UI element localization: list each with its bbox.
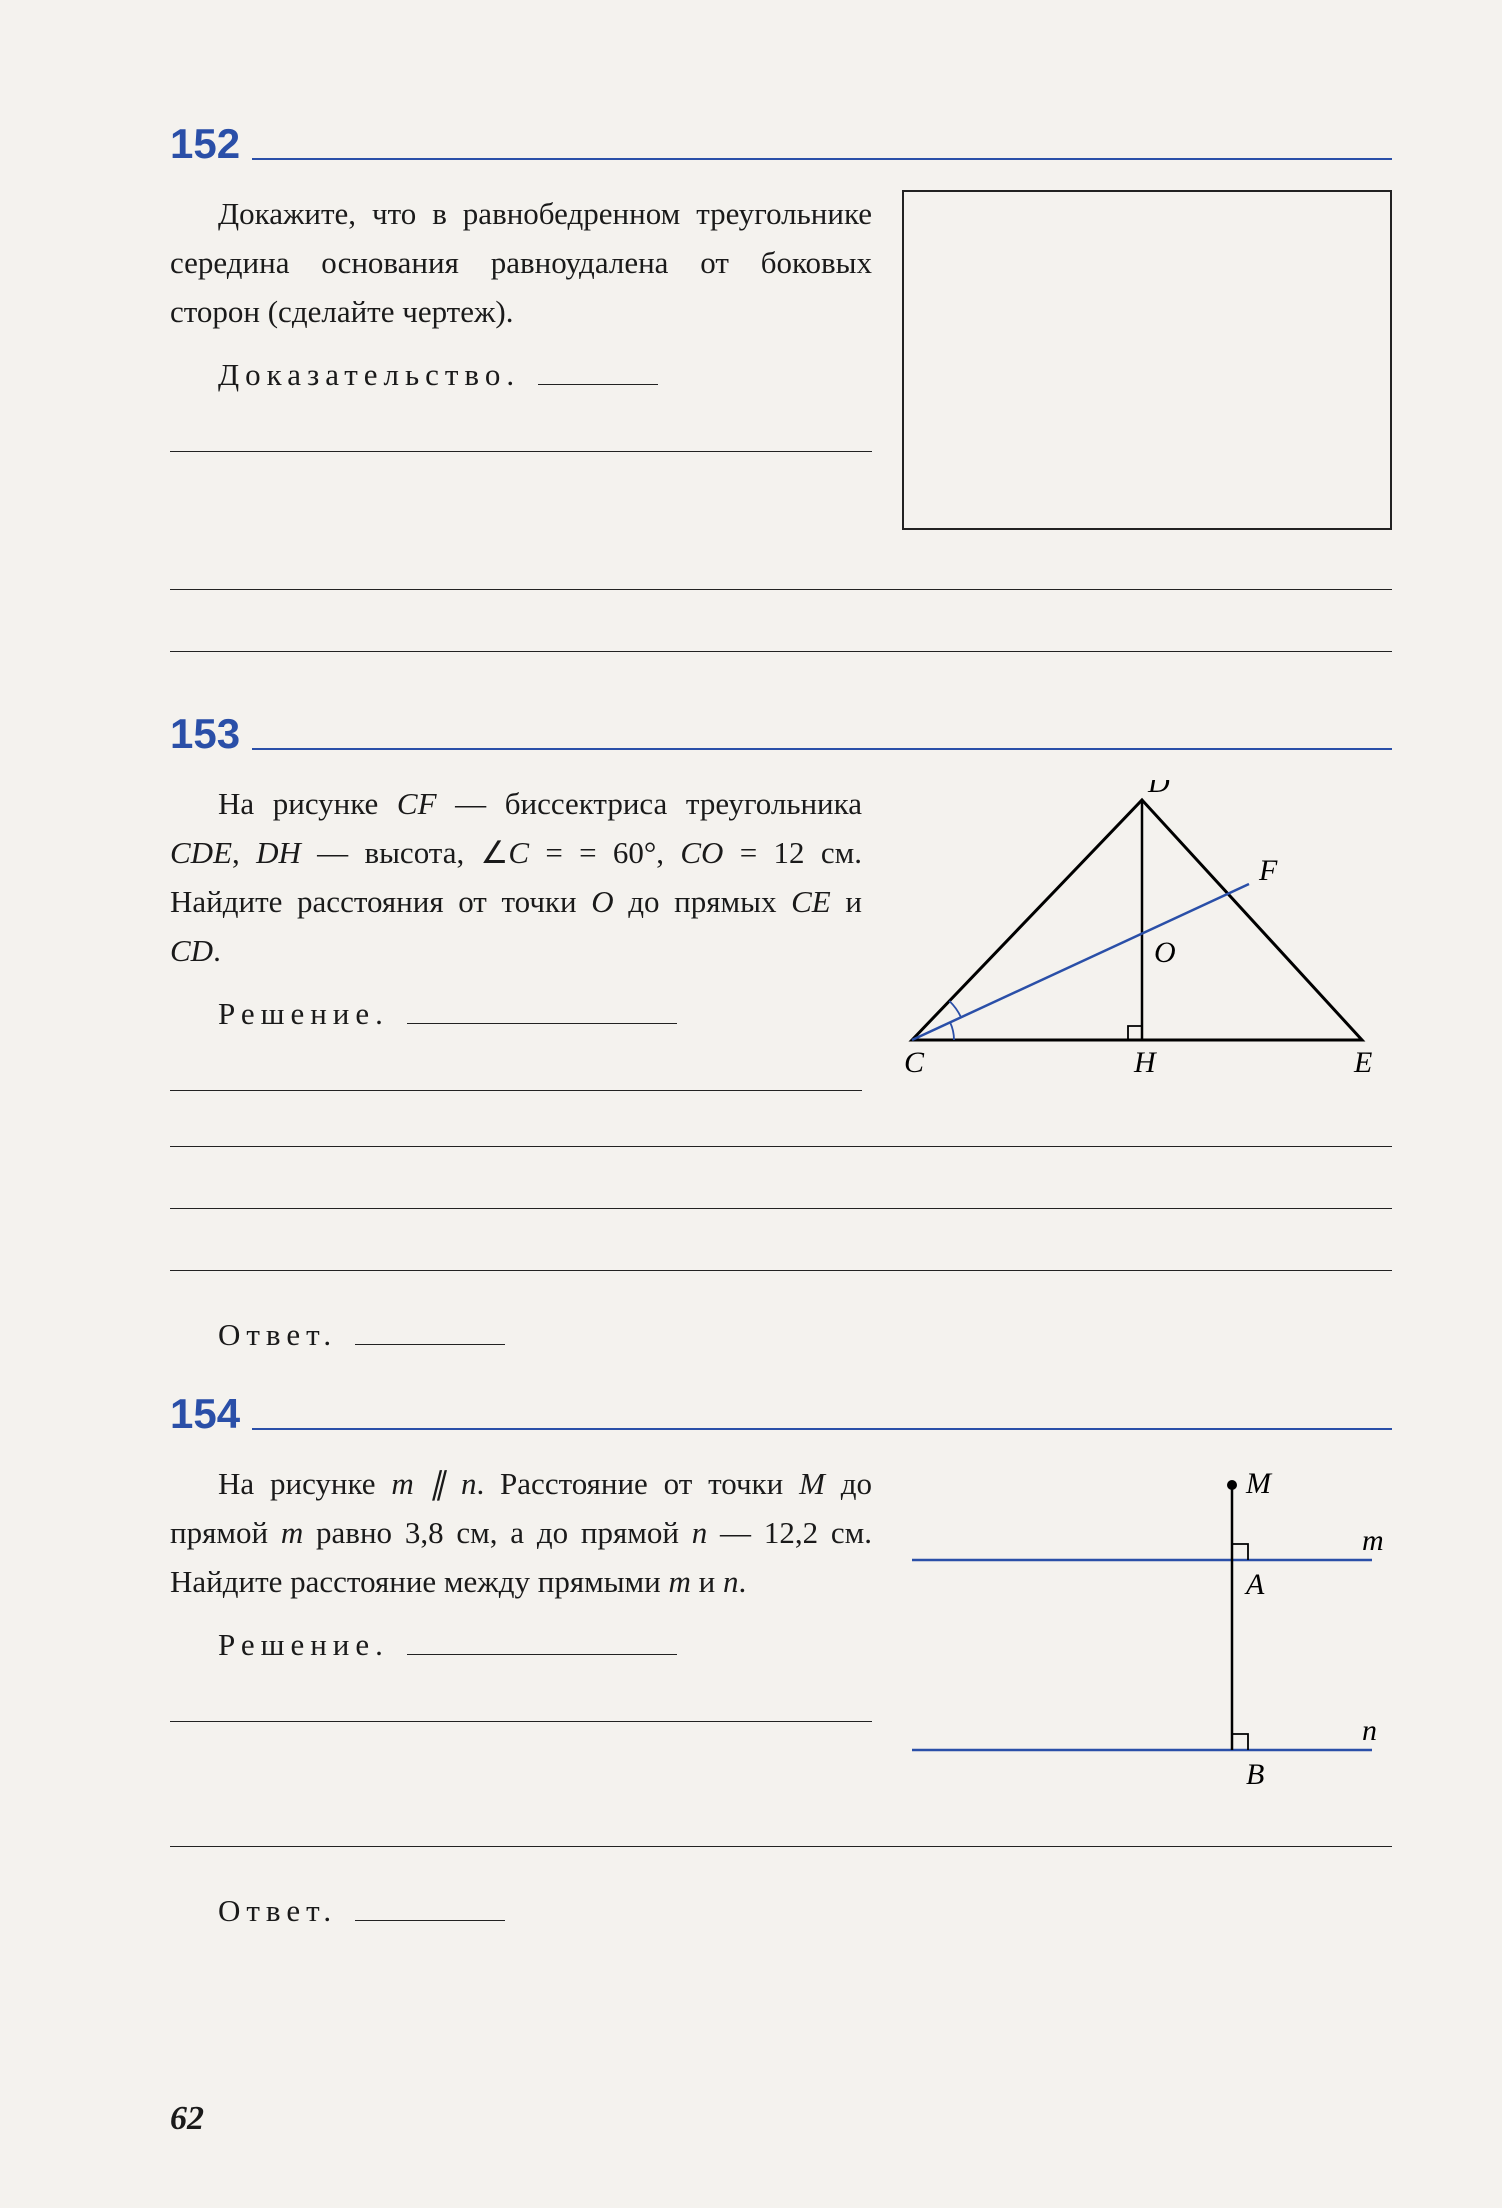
- svg-text:D: D: [1147, 780, 1170, 799]
- problem-152-diagram-box: [902, 190, 1392, 530]
- svg-text:A: A: [1244, 1568, 1265, 1601]
- proof-label-row: Доказательство.: [170, 351, 872, 400]
- fill-line: [355, 1920, 505, 1921]
- problem-154-text-col: На рисунке m ∥ n. Расстояние от точки M …: [170, 1460, 872, 1805]
- problem-154-body: На рисунке m ∥ n. Расстояние от точки M …: [170, 1460, 1392, 1805]
- proof-label: Доказательство.: [218, 357, 520, 392]
- fill-line: [538, 384, 658, 385]
- svg-text:M: M: [1245, 1467, 1273, 1500]
- svg-text:H: H: [1133, 1046, 1158, 1079]
- fill-line: [170, 1207, 1392, 1209]
- heading-rule: [252, 748, 1392, 750]
- problem-153-body: На рисунке CF — биссектриса треугольника…: [170, 780, 1392, 1095]
- problem-153-statement: На рисунке CF — биссектриса треугольника…: [170, 780, 862, 976]
- fill-line: [407, 1654, 677, 1655]
- fill-line: [170, 588, 1392, 590]
- problem-152-statement: Докажите, что в равнобедренном треугольн…: [170, 190, 872, 337]
- fill-line: [170, 1145, 1392, 1147]
- page: 152 Докажите, что в равнобедренном треуг…: [0, 0, 1502, 2208]
- svg-text:C: C: [904, 1046, 925, 1079]
- svg-text:B: B: [1246, 1758, 1264, 1791]
- answer-row: Ответ.: [170, 1887, 1392, 1936]
- fill-line: [170, 450, 872, 452]
- problem-153-diagram: C D E H O F: [892, 780, 1392, 1095]
- fill-line: [170, 1089, 862, 1091]
- problem-154-heading: 154: [170, 1390, 1392, 1438]
- problem-154-statement: На рисунке m ∥ n. Расстояние от точки M …: [170, 1460, 872, 1607]
- problem-number: 152: [170, 120, 240, 168]
- problem-153-text-col: На рисунке CF — биссектриса треугольника…: [170, 780, 862, 1095]
- parallel-lines-diagram: M A Bm n: [902, 1460, 1392, 1800]
- problem-154-diagram: M A Bm n: [902, 1460, 1392, 1805]
- fill-line: [170, 1845, 1392, 1847]
- heading-rule: [252, 158, 1392, 160]
- solution-label-row: Решение.: [170, 1621, 872, 1670]
- svg-text:E: E: [1353, 1046, 1372, 1079]
- triangle-diagram: C D E H O F: [892, 780, 1392, 1090]
- fill-line: [170, 650, 1392, 652]
- svg-text:m: m: [1362, 1524, 1384, 1557]
- svg-text:F: F: [1258, 854, 1278, 887]
- problem-number: 153: [170, 710, 240, 758]
- answer-label: Ответ.: [218, 1317, 337, 1352]
- answer-label: Ответ.: [218, 1893, 337, 1928]
- problem-152-heading: 152: [170, 120, 1392, 168]
- page-number: 62: [170, 2100, 204, 2138]
- problem-152-body: Докажите, что в равнобедренном треугольн…: [170, 190, 1392, 530]
- solution-label: Решение.: [218, 1627, 389, 1662]
- svg-text:n: n: [1362, 1714, 1377, 1747]
- solution-label: Решение.: [218, 996, 389, 1031]
- heading-rule: [252, 1428, 1392, 1430]
- svg-text:O: O: [1154, 936, 1176, 969]
- fill-line: [355, 1344, 505, 1345]
- fill-line: [170, 1720, 872, 1722]
- answer-row: Ответ.: [170, 1311, 1392, 1360]
- problem-number: 154: [170, 1390, 240, 1438]
- solution-label-row: Решение.: [170, 990, 862, 1039]
- problem-152-text-col: Докажите, что в равнобедренном треугольн…: [170, 190, 872, 530]
- fill-line: [170, 1269, 1392, 1271]
- fill-line: [407, 1023, 677, 1024]
- problem-153-heading: 153: [170, 710, 1392, 758]
